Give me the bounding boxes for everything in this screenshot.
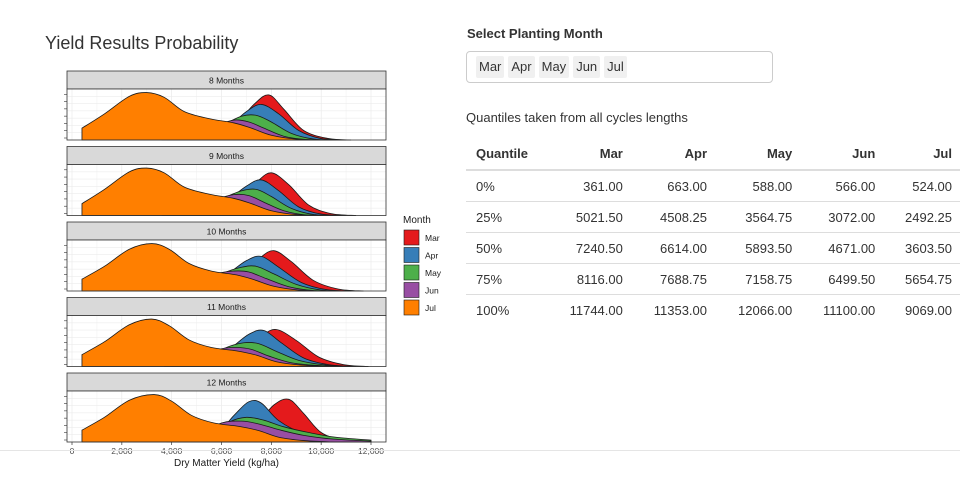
panel-border	[66, 239, 387, 292]
table-cell: 6614.00	[632, 232, 717, 264]
facet-title: 12 Months	[207, 378, 247, 388]
table-cell: 11100.00	[802, 294, 886, 325]
legend-swatch-may	[403, 264, 420, 281]
x-tick-label: 12,000	[358, 446, 384, 456]
divider	[0, 450, 960, 451]
table-cell: 4508.25	[632, 201, 717, 233]
table-cell: 3072.00	[802, 201, 886, 233]
x-axis-label: Dry Matter Yield (kg/ha)	[174, 458, 279, 469]
legend-label-apr: Apr	[425, 251, 438, 261]
column-header-may: May	[717, 138, 803, 171]
table-cell: 7158.75	[717, 263, 803, 295]
quantile-table: Quantile Mar Apr May Jun Jul 0% 361.00 663.00 58…	[466, 138, 960, 325]
facet-title: 8 Months	[209, 76, 244, 86]
legend-swatch-mar	[403, 229, 420, 246]
table-row: 0% 361.00 663.00 588.00 566.00 524.00	[466, 169, 960, 202]
x-tick-label: 2,000	[111, 446, 133, 456]
table-row: 100% 11744.00 11353.00 12066.00 11100.00 9069…	[466, 294, 960, 325]
table-cell: 50%	[466, 232, 549, 264]
table-row: 75% 8116.00 7688.75 7158.75 6499.50 5654.75	[466, 263, 960, 295]
density-jul	[81, 318, 334, 367]
facet-panel: 11 Months	[64, 297, 387, 367]
month-chip-mar[interactable]: Mar	[476, 56, 505, 78]
legend-swatch-jun	[403, 282, 420, 298]
column-header-jun: Jun	[802, 138, 886, 171]
table-body: 0% 361.00 663.00 588.00 566.00 524.00 25% 5021.…	[466, 169, 960, 325]
facet-title: 9 Months	[209, 151, 244, 161]
table-header-row: Quantile Mar Apr May Jun Jul	[466, 138, 960, 171]
legend-swatch-jul	[403, 299, 420, 316]
month-chip-may[interactable]: May	[538, 56, 570, 78]
table-row: 50% 7240.50 6614.00 5893.50 4671.00 3603.50	[466, 232, 960, 264]
legend-swatch-apr	[403, 247, 420, 263]
table-cell: 524.00	[885, 169, 960, 202]
column-header-jul: Jul	[885, 138, 960, 171]
table-cell: 566.00	[802, 169, 886, 202]
table-cell: 5893.50	[717, 232, 803, 264]
facet-title: 10 Months	[207, 227, 247, 237]
legend-label-jun: Jun	[425, 286, 439, 296]
table-cell: 75%	[466, 263, 549, 295]
table-cell: 6499.50	[802, 263, 886, 295]
column-header-apr: Apr	[632, 138, 717, 171]
table-cell: 11744.00	[548, 294, 633, 325]
table-cell: 5021.50	[548, 201, 633, 233]
table-cell: 11353.00	[632, 294, 717, 325]
legend-label-may: May	[425, 268, 442, 278]
facet-title: 11 Months	[207, 302, 246, 312]
facet-panel: 8 Months	[64, 70, 387, 141]
table-cell: 663.00	[632, 169, 717, 202]
quantile-caption: Quantiles taken from all cycles lengths	[466, 110, 688, 125]
table-cell: 7688.75	[632, 263, 717, 295]
table-cell: 2492.25	[885, 201, 960, 233]
legend-label-mar: Mar	[425, 233, 440, 243]
table-cell: 9069.00	[885, 294, 960, 325]
table-cell: 3564.75	[717, 201, 803, 233]
density-jul	[81, 243, 329, 292]
density-jul	[81, 394, 334, 443]
month-chip-jul[interactable]: Jul	[604, 56, 627, 78]
month-chip-jun[interactable]: Jun	[573, 56, 601, 78]
month-chip-apr[interactable]: Apr	[508, 56, 535, 78]
table-cell: 100%	[466, 294, 549, 325]
x-tick-label: 6,000	[211, 446, 233, 456]
table-cell: 12066.00	[717, 294, 803, 325]
density-jul	[81, 167, 327, 216]
legend-title: Month	[403, 215, 431, 226]
column-header-mar: Mar	[548, 138, 633, 171]
table-cell: 7240.50	[548, 232, 633, 264]
x-tick-label: 10,000	[308, 446, 334, 456]
density-jul	[81, 92, 327, 141]
panel-border	[66, 315, 387, 367]
x-axis: 0 2,000 4,000 6,000 8,000 10,000 12,000 Dry Mat…	[70, 442, 384, 469]
table-cell: 25%	[466, 201, 549, 233]
table-cell: 8116.00	[548, 263, 633, 295]
facet-panel: 10 Months	[64, 221, 387, 292]
x-tick-label: 8,000	[261, 446, 283, 456]
facet-panel: 12 Months	[64, 372, 387, 443]
density-plot: 8 Months 9 Months 10 Months 11 Months 12 Mon…	[64, 70, 442, 469]
planting-month-select[interactable]: Mar Apr May Jun Jul	[466, 51, 773, 83]
table-row: 25% 5021.50 4508.25 3564.75 3072.00 2492.25	[466, 201, 960, 233]
x-tick-label: 4,000	[161, 446, 183, 456]
facet-panels: 8 Months 9 Months 10 Months 11 Months 12 Mon…	[64, 70, 387, 443]
panel-border	[66, 164, 387, 216]
facet-panel: 9 Months	[64, 146, 387, 216]
x-tick-label: 0	[70, 446, 75, 456]
legend-label-jul: Jul	[425, 303, 436, 313]
panel-border	[66, 88, 387, 141]
legend: Month Mar Apr May Jun Jul	[403, 215, 442, 316]
planting-month-label: Select Planting Month	[467, 26, 603, 41]
table-cell: 3603.50	[885, 232, 960, 264]
panel-border	[66, 390, 387, 443]
table-cell: 5654.75	[885, 263, 960, 295]
column-header-quantile: Quantile	[466, 138, 549, 171]
table-cell: 588.00	[717, 169, 803, 202]
table-cell: 361.00	[548, 169, 633, 202]
table-cell: 4671.00	[802, 232, 886, 264]
table-cell: 0%	[466, 169, 549, 202]
page-title: Yield Results Probability	[45, 33, 239, 53]
